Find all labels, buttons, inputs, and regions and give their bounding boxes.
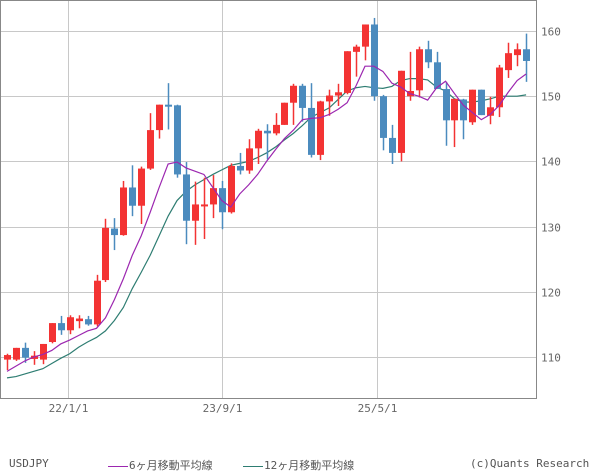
candle-body (478, 89, 485, 116)
ma6-line (6, 65, 527, 372)
candle-body (76, 318, 83, 322)
candle-body (102, 227, 109, 281)
x-tick-label: 22/1/1 (49, 402, 89, 415)
candle-body (434, 62, 441, 90)
candle-body (514, 49, 521, 56)
candle-body (120, 187, 127, 236)
candle-body (326, 95, 333, 102)
y-tick-label: 110 (541, 352, 561, 365)
candle-body (273, 124, 280, 134)
candlestick-chart: 110 120 130 140 150 160 22/1/1 23/9/1 25/5/1 (0, 0, 561, 415)
legend-ma6-label: 6ヶ月移動平均線 (129, 459, 213, 472)
candle-body (443, 89, 450, 121)
y-tick-label: 140 (541, 156, 561, 169)
candle-body (67, 317, 74, 331)
candle-body (371, 24, 378, 97)
ma12-line (6, 77, 527, 379)
candle-body (380, 96, 387, 138)
candle-body (469, 89, 476, 123)
candle-body (425, 49, 432, 63)
candle-body (138, 168, 145, 206)
candle-body (264, 130, 271, 134)
candle-body (353, 46, 360, 52)
candle-body (228, 165, 235, 213)
candle-body (210, 188, 217, 205)
candle-body (362, 24, 369, 47)
candle-body (49, 323, 56, 343)
y-tick-label: 160 (541, 26, 561, 39)
candle-body (40, 343, 47, 360)
candle-body (129, 187, 136, 206)
candle-body (58, 323, 65, 331)
ma12-swatch-icon (243, 465, 263, 467)
candle-body (94, 280, 101, 325)
candle-body (523, 49, 530, 61)
candle-body (237, 165, 244, 171)
candles (4, 17, 530, 371)
ma12-polyline (6, 77, 527, 379)
candle-body (13, 347, 20, 360)
candle-body (317, 101, 324, 155)
candle-body (398, 70, 405, 153)
candle-body (192, 204, 199, 221)
x-tick-label: 25/5/1 (358, 402, 398, 415)
candle-body (344, 51, 351, 93)
legend-ma6: 6ヶ月移動平均線 (108, 457, 213, 473)
candle-body (487, 107, 494, 116)
y-tick-label: 120 (541, 287, 561, 300)
legend: USDJPY 6ヶ月移動平均線 12ヶ月移動平均線 (c)Quants Rese… (0, 455, 600, 473)
candle-body (201, 204, 208, 207)
credit-label: (c)Quants Research (470, 457, 590, 470)
x-axis-labels: 22/1/1 23/9/1 25/5/1 (49, 402, 398, 415)
y-tick-label: 150 (541, 91, 561, 104)
y-axis-labels: 110 120 130 140 150 160 (541, 26, 561, 365)
candle-body (389, 137, 396, 153)
candle-body (174, 105, 181, 175)
candle-body (496, 67, 503, 108)
candle-body (22, 347, 29, 358)
candle-body (4, 355, 11, 360)
candle-body (147, 130, 154, 169)
candle-body (290, 85, 297, 103)
ma6-polyline (6, 65, 527, 372)
candle-body (156, 104, 163, 131)
ma6-swatch-icon (108, 465, 128, 467)
candle-body (308, 107, 315, 155)
y-tick-label: 130 (541, 222, 561, 235)
grid-lines (0, 0, 536, 399)
candle-body (219, 188, 226, 213)
candle-body (416, 49, 423, 91)
candle-body (460, 99, 467, 121)
candle-body (255, 130, 262, 149)
candle-body (183, 174, 190, 221)
candle-body (505, 53, 512, 71)
candle-body (85, 319, 92, 325)
symbol-label: USDJPY (9, 457, 49, 470)
candle-body (281, 102, 288, 125)
candle-body (165, 104, 172, 107)
candle-body (299, 85, 306, 108)
candle-body (335, 92, 342, 96)
candle-body (451, 98, 458, 121)
candle-body (246, 148, 253, 171)
x-tick-label: 23/9/1 (203, 402, 243, 415)
legend-ma12-label: 12ヶ月移動平均線 (264, 459, 355, 472)
legend-ma12: 12ヶ月移動平均線 (243, 457, 354, 473)
plot-frame (0, 0, 537, 399)
candle-body (111, 228, 118, 236)
